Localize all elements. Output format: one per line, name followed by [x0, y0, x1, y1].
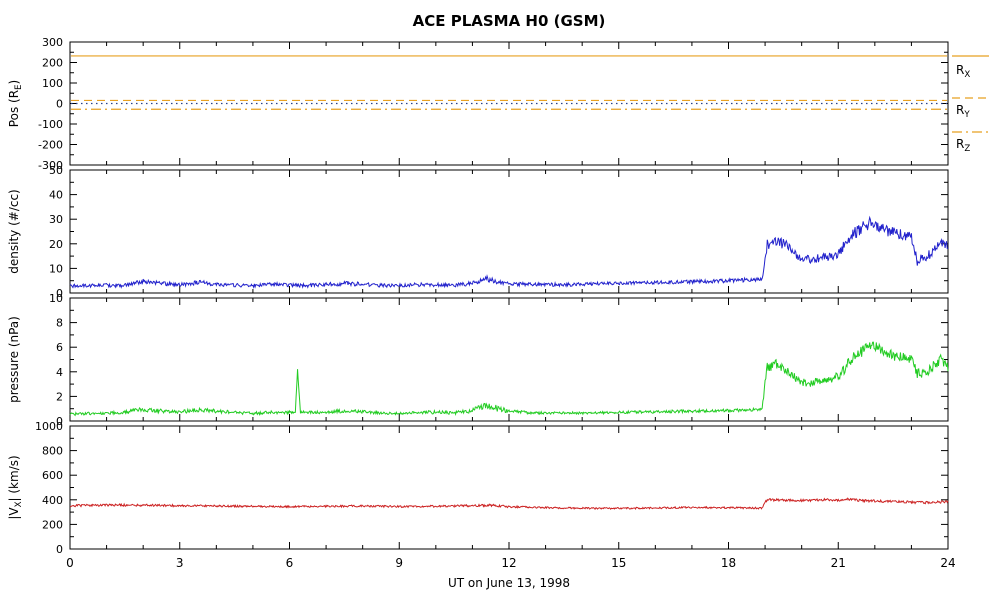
svg-text:ACE PLASMA H0 (GSM): ACE PLASMA H0 (GSM): [413, 12, 606, 30]
svg-text:-100: -100: [38, 118, 63, 131]
svg-text:0: 0: [56, 98, 63, 111]
svg-text:-200: -200: [38, 139, 63, 152]
svg-text:|VX| (km/s): |VX| (km/s): [7, 455, 24, 519]
svg-text:21: 21: [831, 556, 846, 570]
svg-text:100: 100: [42, 77, 63, 90]
svg-text:0: 0: [66, 556, 74, 570]
svg-text:200: 200: [42, 518, 63, 531]
svg-text:-300: -300: [38, 159, 63, 172]
svg-text:50: 50: [49, 164, 63, 177]
svg-text:RX: RX: [956, 63, 970, 80]
svg-text:600: 600: [42, 469, 63, 482]
svg-text:400: 400: [42, 494, 63, 507]
svg-text:RY: RY: [956, 103, 970, 120]
svg-text:12: 12: [501, 556, 516, 570]
svg-text:15: 15: [611, 556, 626, 570]
svg-text:20: 20: [49, 238, 63, 251]
svg-text:9: 9: [395, 556, 403, 570]
panel-position: -300 -200 -100 0 100 200 300 Pos (RE) RX RY RZ: [7, 36, 989, 172]
svg-text:RZ: RZ: [956, 137, 970, 154]
svg-text:18: 18: [721, 556, 736, 570]
svg-text:3: 3: [176, 556, 184, 570]
svg-text:1000: 1000: [35, 420, 63, 433]
svg-text:0: 0: [56, 287, 63, 300]
panel-pressure: 0 2 4 6 8 10 pressure (nPa): [7, 292, 949, 428]
svg-text:40: 40: [49, 189, 63, 202]
svg-text:6: 6: [56, 341, 63, 354]
svg-text:200: 200: [42, 57, 63, 70]
svg-text:Pos (RE): Pos (RE): [7, 80, 24, 127]
svg-text:300: 300: [42, 36, 63, 49]
svg-text:4: 4: [56, 366, 63, 379]
svg-text:6: 6: [286, 556, 294, 570]
svg-text:pressure (nPa): pressure (nPa): [7, 316, 21, 403]
svg-text:8: 8: [56, 317, 63, 330]
svg-text:0: 0: [56, 415, 63, 428]
svg-text:UT on June 13, 1998: UT on June 13, 1998: [448, 576, 570, 590]
svg-text:10: 10: [49, 292, 63, 305]
svg-text:800: 800: [42, 445, 63, 458]
svg-text:24: 24: [940, 556, 955, 570]
panel-speed: 0 200 400 600 800 1000 |VX| (km/s) 0 3 6 9 12 15 18 21…: [7, 420, 956, 590]
svg-text:2: 2: [56, 390, 63, 403]
svg-text:density (#/cc): density (#/cc): [7, 189, 21, 273]
panel-density: 0 10 20 30 40 50 density (#/cc): [7, 164, 949, 300]
svg-text:30: 30: [49, 213, 63, 226]
svg-text:10: 10: [49, 262, 63, 275]
svg-text:0: 0: [56, 543, 63, 556]
